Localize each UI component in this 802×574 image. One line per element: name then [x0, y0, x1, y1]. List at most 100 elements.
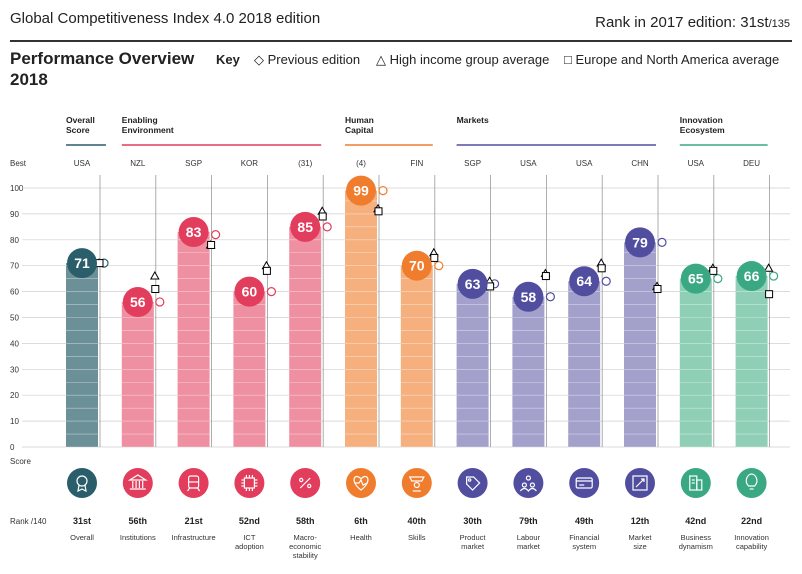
previous-edition-marker	[434, 261, 444, 271]
icon-circle	[67, 468, 97, 498]
best-value: SGP	[464, 159, 481, 168]
pillar-label: system	[572, 542, 596, 551]
icon-shape	[355, 478, 368, 486]
icon-shape	[197, 487, 201, 492]
chip-icon	[234, 468, 265, 498]
rank-value: 21st	[185, 516, 203, 526]
score-value: 66	[744, 268, 760, 284]
score-bar	[177, 232, 210, 447]
rank-value: 79th	[519, 516, 538, 526]
europe-marker	[653, 285, 662, 294]
overview-title: Performance Overview 2018	[10, 48, 194, 90]
icon-shape	[575, 477, 593, 489]
pillar-label: ICT	[243, 533, 256, 542]
icon-circle	[457, 468, 488, 498]
best-label: Best	[10, 159, 27, 168]
score-bar	[512, 296, 545, 447]
group-name: Environment	[122, 125, 174, 135]
score-value: 60	[242, 284, 258, 300]
group-name: Ecosystem	[680, 125, 725, 135]
score-bubble	[234, 276, 265, 307]
icon-shape	[529, 482, 536, 488]
previous-rank-total: /135	[768, 18, 790, 30]
score-bar	[289, 226, 322, 447]
icon-shape	[187, 487, 191, 492]
icon-circle	[346, 468, 376, 498]
score-value: 71	[74, 255, 90, 271]
europe-marker	[430, 253, 439, 262]
institution-icon	[122, 468, 153, 498]
icon-shape	[525, 475, 532, 481]
best-value: FIN	[410, 159, 423, 168]
card-icon	[569, 468, 600, 498]
icon-shape	[413, 481, 420, 489]
icon-shape	[127, 474, 148, 481]
score-bubble	[290, 211, 321, 242]
icon-shape	[696, 479, 703, 491]
skills-icon	[401, 468, 432, 498]
y-tick-label: 100	[10, 184, 24, 193]
europe-marker	[262, 266, 271, 275]
y-tick-label: 90	[10, 210, 19, 219]
group-name: Capital	[345, 125, 373, 135]
previous-edition-marker	[155, 297, 165, 307]
diamond-icon: ◇	[254, 52, 264, 67]
health-icon	[346, 468, 376, 498]
pillar-label: market	[461, 542, 485, 551]
icon-shape	[408, 476, 425, 482]
europe-marker	[374, 207, 383, 216]
group-name: Innovation	[680, 115, 723, 125]
europe-marker	[207, 240, 216, 249]
report-title: Global Competitiveness Index 4.0 2018 ed…	[10, 10, 321, 27]
icon-shape	[307, 483, 312, 489]
rank-value: 22nd	[741, 516, 762, 526]
best-value: CHN	[631, 159, 649, 168]
pillar-label: Skills	[408, 533, 426, 542]
icon-circle	[234, 468, 265, 498]
score-bubble	[178, 217, 209, 248]
score-bar	[456, 283, 489, 447]
best-value: (4)	[356, 159, 366, 168]
pillar-label: Infrastructure	[172, 533, 216, 542]
group-name: Overall	[66, 115, 95, 125]
y-tick-label: 50	[10, 314, 19, 323]
europe-marker	[709, 266, 718, 275]
triangle-icon: △	[376, 52, 386, 67]
icon-circle	[569, 468, 600, 498]
icon-circle	[122, 468, 153, 498]
pillar-label: Overall	[70, 533, 94, 542]
pillar-label: adoption	[235, 542, 264, 551]
pillar-label: Health	[350, 533, 372, 542]
overview-title-line1: Performance Overview	[10, 49, 195, 68]
icon-shape	[76, 475, 88, 487]
best-value: DEU	[743, 159, 760, 168]
people-icon	[513, 468, 544, 498]
score-value: 63	[465, 276, 481, 292]
y-tick-label: 20	[10, 391, 19, 400]
score-label: Score	[10, 457, 31, 466]
score-value: 70	[409, 258, 425, 274]
rank-value: 52nd	[239, 516, 260, 526]
europe-marker	[765, 290, 774, 299]
score-bubble	[457, 268, 488, 299]
pillar-label: Institutions	[120, 533, 156, 542]
infrastructure-icon	[178, 468, 209, 498]
header-rule	[10, 40, 792, 42]
group-name: Human	[345, 115, 374, 125]
score-value: 58	[521, 289, 537, 305]
group-name: Score	[66, 125, 90, 135]
previous-edition-marker	[768, 271, 779, 281]
group-name: Markets	[457, 115, 489, 125]
score-value: 85	[297, 219, 313, 235]
key-previous: ◇ Previous edition	[254, 52, 360, 68]
rank-value: 42nd	[685, 516, 706, 526]
icon-shape	[745, 473, 758, 487]
score-bar	[66, 263, 98, 447]
rank-label: Rank /140	[10, 517, 47, 526]
score-bubble	[625, 227, 655, 258]
icon-circle	[178, 468, 209, 498]
rank-value: 6th	[354, 516, 368, 526]
pillar-label: market	[517, 542, 541, 551]
score-bubble	[122, 286, 153, 317]
